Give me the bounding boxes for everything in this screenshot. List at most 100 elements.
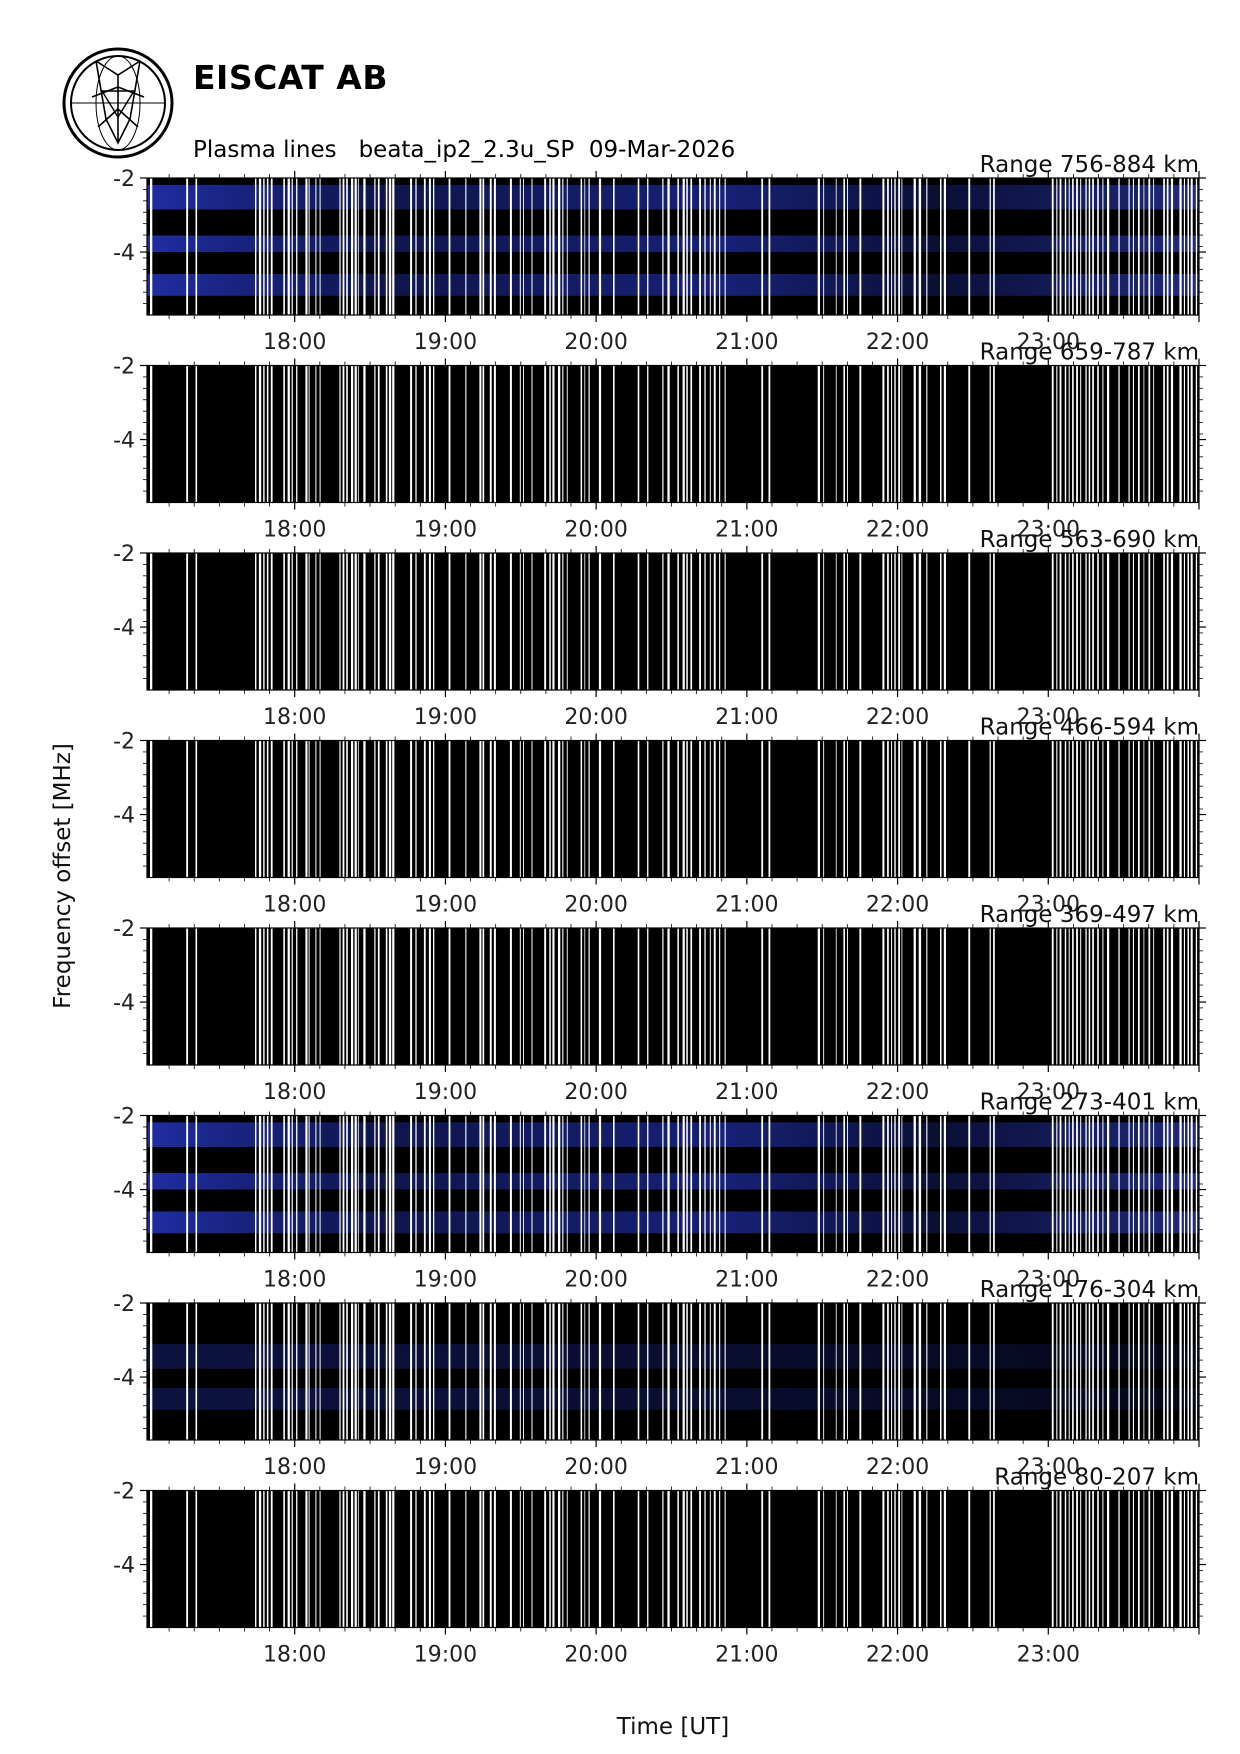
data-gap — [482, 1490, 485, 1628]
data-gap — [195, 1303, 198, 1440]
data-gap — [489, 553, 492, 690]
data-gap — [1183, 365, 1185, 503]
data-gap — [186, 1490, 189, 1628]
data-gap — [847, 365, 848, 503]
data-gap — [392, 740, 395, 878]
range-panel: -2 -4 18:00 19:00 20:00 21:00 22:00 23:00 Range … — [113, 1090, 1206, 1293]
data-gap — [531, 365, 533, 503]
data-gap — [1166, 1490, 1169, 1628]
data-gap — [283, 553, 285, 690]
data-gap — [388, 178, 392, 315]
data-gap — [686, 365, 688, 503]
data-gap — [1059, 365, 1062, 503]
data-gap — [598, 1490, 602, 1628]
data-gap — [709, 740, 711, 878]
data-gap — [1143, 1303, 1145, 1440]
x-tick-label: 18:00 — [263, 1080, 326, 1105]
data-gap — [186, 1303, 189, 1440]
data-gap — [761, 740, 764, 878]
data-gap — [918, 178, 922, 315]
data-gap — [1132, 1490, 1134, 1628]
data-gap — [1097, 178, 1099, 315]
x-tick-label: 22:00 — [866, 1643, 929, 1668]
y-tick-label: -4 — [113, 241, 135, 266]
data-gap — [662, 928, 664, 1065]
data-gap — [351, 178, 354, 315]
data-gap — [993, 1115, 995, 1253]
data-gap — [482, 1115, 485, 1253]
data-gap — [255, 1303, 257, 1440]
data-gap — [377, 1490, 380, 1628]
data-gap — [1072, 553, 1074, 690]
data-gap — [566, 740, 568, 878]
data-gap — [993, 1490, 995, 1628]
data-gap — [479, 740, 482, 878]
data-gap — [761, 928, 764, 1065]
data-gap — [479, 178, 482, 315]
data-gap — [346, 740, 348, 878]
data-gap — [918, 553, 922, 690]
data-gap — [357, 1115, 359, 1253]
x-axis-label: Time [UT] — [616, 1714, 729, 1740]
data-gap — [1138, 928, 1140, 1065]
data-gap — [1097, 1115, 1099, 1253]
data-gap — [258, 1115, 262, 1253]
data-gap — [690, 178, 693, 315]
data-gap — [448, 1115, 451, 1253]
data-gap — [342, 928, 345, 1065]
x-tick-label: 23:00 — [1017, 518, 1080, 543]
data-gap — [305, 365, 308, 503]
data-gap — [859, 365, 862, 503]
x-tick-label: 23:00 — [1017, 1643, 1080, 1668]
data-gap — [1107, 928, 1110, 1065]
data-gap — [523, 928, 524, 1065]
data-gap — [1128, 740, 1130, 878]
data-gap — [1143, 365, 1145, 503]
data-gap — [835, 1490, 837, 1628]
data-gap — [843, 1115, 845, 1253]
data-gap — [598, 178, 602, 315]
data-gap — [993, 740, 995, 878]
data-gap — [724, 1115, 726, 1253]
data-gap — [1148, 1490, 1151, 1628]
data-gap — [465, 178, 467, 315]
data-gap — [768, 740, 771, 878]
data-gap — [465, 740, 467, 878]
data-gap — [549, 553, 551, 690]
data-gap — [943, 1490, 946, 1628]
data-gap — [1059, 178, 1062, 315]
x-tick-label: 21:00 — [715, 1643, 778, 1668]
data-gap — [1056, 740, 1058, 878]
data-gap — [1076, 1303, 1078, 1440]
data-gap — [1170, 365, 1174, 503]
data-gap — [690, 740, 693, 878]
data-gap — [558, 1303, 561, 1440]
data-gap — [410, 553, 413, 690]
data-gap — [1179, 1303, 1182, 1440]
y-axis-label: Frequency offset [MHz] — [50, 743, 76, 1009]
data-gap — [342, 178, 345, 315]
x-tick-label: 21:00 — [715, 330, 778, 355]
x-tick-label: 20:00 — [564, 1268, 627, 1293]
data-gap — [1088, 740, 1091, 878]
data-gap — [305, 740, 308, 878]
panel-background — [147, 553, 1199, 690]
data-gap — [580, 365, 583, 503]
data-gap — [339, 1303, 341, 1440]
data-gap — [319, 1115, 321, 1253]
x-tick-label: 18:00 — [263, 1455, 326, 1480]
x-tick-label: 21:00 — [715, 705, 778, 730]
data-gap — [296, 178, 298, 315]
data-gap — [686, 1303, 688, 1440]
data-gap — [523, 1490, 524, 1628]
data-gap — [943, 365, 946, 503]
data-gap — [1097, 740, 1099, 878]
data-gaps — [150, 1490, 1198, 1628]
signal-band — [147, 273, 1199, 296]
data-gap — [283, 1303, 285, 1440]
data-gap — [918, 740, 922, 878]
data-gap — [709, 178, 711, 315]
data-gap — [1166, 740, 1169, 878]
x-tick-label: 19:00 — [414, 1643, 477, 1668]
data-gap — [342, 553, 345, 690]
